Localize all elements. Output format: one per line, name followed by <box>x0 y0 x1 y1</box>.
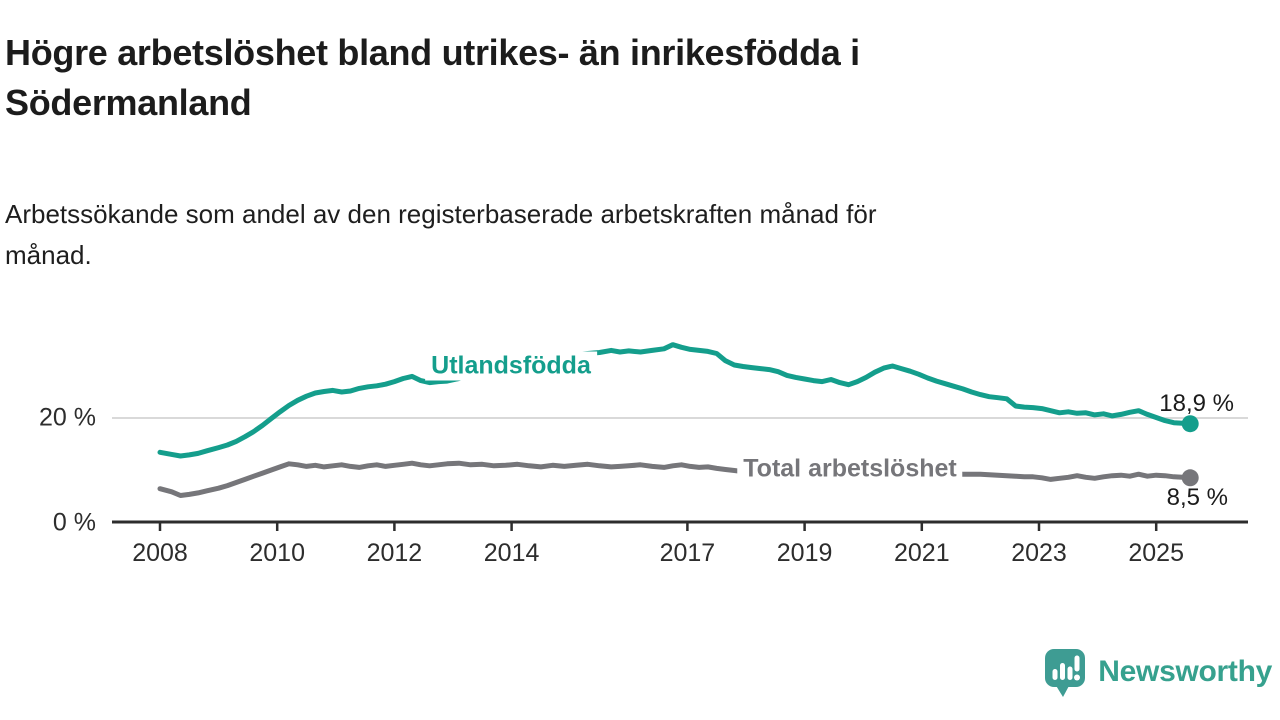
series-label-utlandsfodda: Utlandsfödda <box>425 351 597 381</box>
x-tick-label-2017: 2017 <box>659 539 716 567</box>
subtitle-line-2: månad. <box>5 240 92 270</box>
x-tick-label-2023: 2023 <box>1011 539 1067 567</box>
series-label-total-arbetsloshet: Total arbetslöshet <box>737 454 963 484</box>
x-tick-label-2010: 2010 <box>249 539 305 567</box>
newsworthy-speech-bubble-icon <box>1045 649 1086 697</box>
x-tick-label-2019: 2019 <box>776 539 833 567</box>
series-line-0 <box>157 342 1193 459</box>
x-tick-label-2021: 2021 <box>893 539 950 567</box>
series-end-dot-1 <box>1181 469 1199 487</box>
subtitle-line-1: Arbetssökande som andel av den registerb… <box>5 199 877 229</box>
title-line-2: Södermanland <box>5 82 252 123</box>
title-line-1: Högre arbetslöshet bland utrikes- än inr… <box>5 32 860 73</box>
end-value-utlandsfodda: 18,9 % <box>1159 390 1234 417</box>
x-tick-label-2012: 2012 <box>366 539 423 567</box>
series-line-1 <box>157 460 1193 498</box>
newsworthy-logo: Newsworthy <box>1042 646 1272 698</box>
x-tick-label-2008: 2008 <box>132 539 188 567</box>
x-tick-label-2014: 2014 <box>483 539 540 567</box>
y-axis-label-0: 0 % <box>52 508 96 537</box>
page-title: Högre arbetslöshet bland utrikes- än inr… <box>5 28 1185 128</box>
y-axis-label-20: 20 % <box>39 403 96 432</box>
end-value-total: 8,5 % <box>1166 484 1228 511</box>
series-end-dot-0 <box>1181 415 1199 433</box>
x-tick-label-2025: 2025 <box>1128 539 1184 567</box>
newsworthy-logo-text: Newsworthy <box>1098 655 1272 688</box>
chart-subtitle: Arbetssökande som andel av den registerb… <box>5 194 1185 276</box>
